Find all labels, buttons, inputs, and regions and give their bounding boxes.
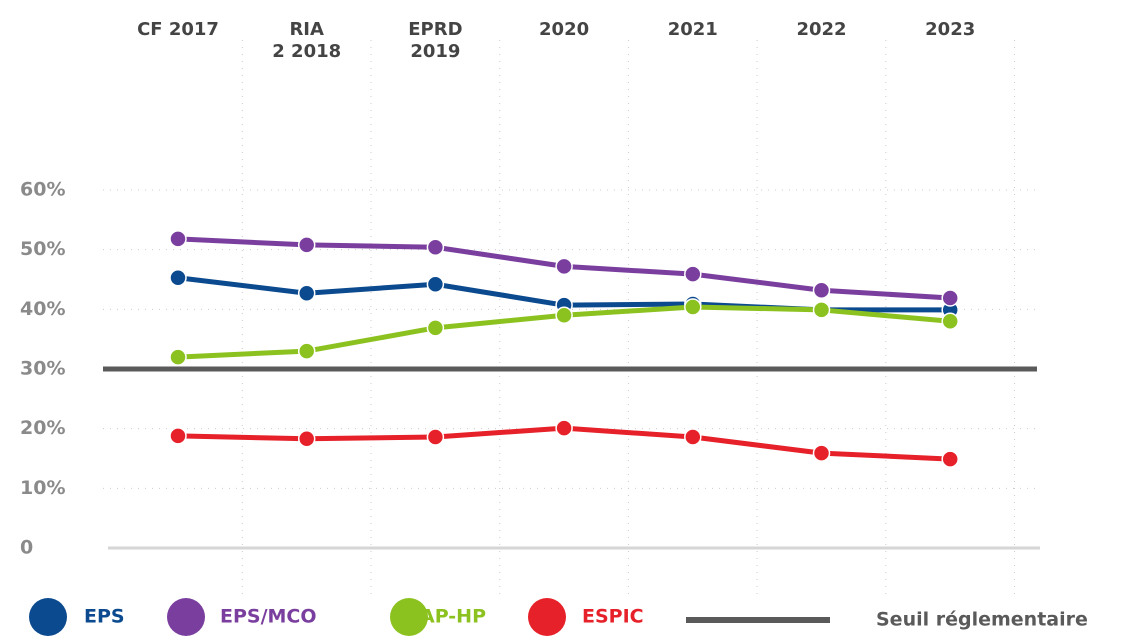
point	[297, 284, 316, 302]
point	[941, 289, 959, 307]
y-tick-label: 0	[20, 537, 33, 559]
x-category-label: CF 2017	[137, 19, 219, 40]
legend-label: Seuil réglementaire	[876, 609, 1088, 631]
x-category-label: 2022	[796, 19, 846, 40]
point	[426, 319, 445, 337]
point	[169, 268, 187, 287]
point	[297, 342, 316, 360]
legend-swatch	[167, 598, 205, 636]
x-category-label: 2021	[668, 19, 718, 40]
point	[555, 419, 573, 437]
y-tick-label: 10%	[20, 477, 65, 499]
legend-label: EPS/MCO	[220, 606, 317, 628]
point	[812, 444, 831, 462]
y-tick-label: 20%	[20, 417, 65, 439]
point	[684, 428, 702, 446]
legend-label: ESPIC	[582, 606, 644, 628]
x-category-label: EPRD 2019	[408, 19, 462, 62]
point	[941, 450, 959, 468]
point	[812, 301, 831, 319]
point	[169, 427, 187, 445]
point	[426, 275, 445, 294]
point	[426, 238, 445, 257]
legend-label: AP-HP	[420, 606, 486, 628]
x-category-label: RIA 2 2018	[272, 19, 341, 62]
point	[297, 236, 316, 254]
y-tick-label: 30%	[20, 358, 65, 380]
point	[169, 348, 187, 366]
point	[169, 230, 187, 248]
y-tick-label: 50%	[20, 238, 65, 260]
x-category-label: 2020	[539, 19, 589, 40]
point	[684, 298, 702, 316]
point	[812, 281, 831, 299]
point	[426, 428, 445, 446]
point	[555, 306, 573, 325]
point	[555, 257, 573, 276]
x-category-label: 2023	[925, 19, 975, 40]
legend-swatch	[390, 598, 428, 636]
legend-swatch	[528, 598, 566, 636]
point	[941, 312, 959, 331]
legend-label: EPS	[84, 606, 125, 628]
point	[684, 265, 702, 283]
legend-swatch	[29, 598, 67, 636]
point	[297, 430, 316, 448]
y-tick-label: 40%	[20, 298, 65, 320]
y-tick-label: 60%	[20, 179, 65, 201]
